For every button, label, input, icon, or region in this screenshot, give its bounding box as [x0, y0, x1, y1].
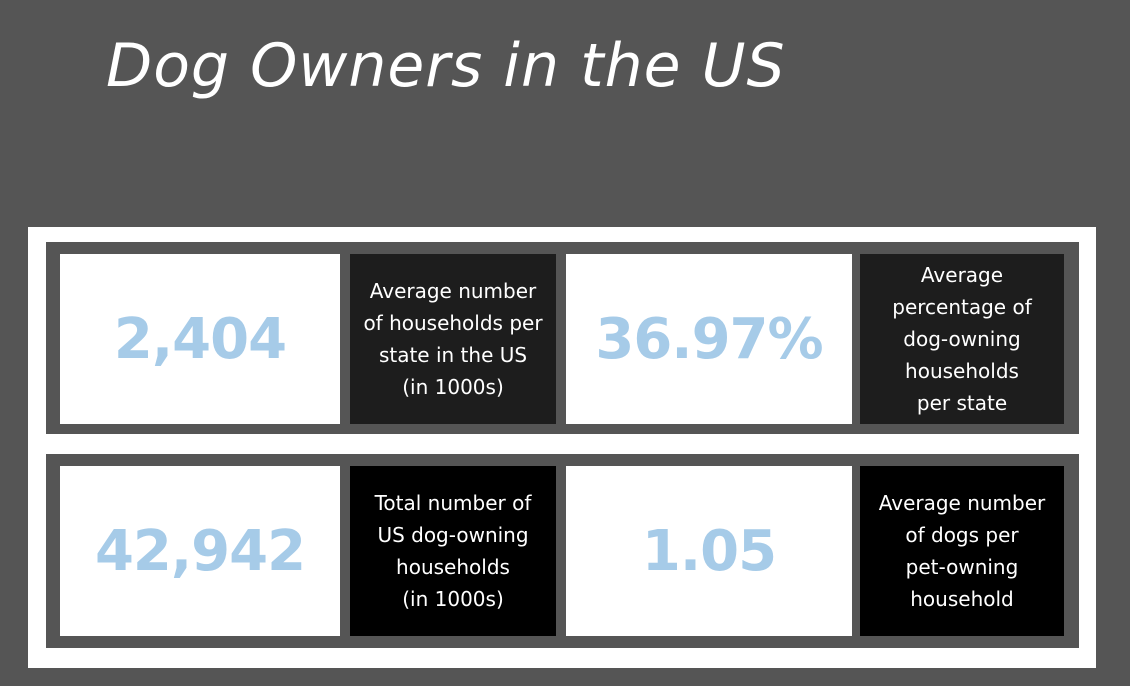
stat-card-dog-owning-percentage: 36.97% — [566, 254, 852, 424]
stat-label-box-total-dog-owning-households: Total number of US dog-owning households… — [350, 466, 556, 636]
stats-frame: 2,404 Average number of households per s… — [28, 227, 1096, 668]
stat-value-households-per-state: 2,404 — [113, 306, 287, 372]
stat-label-total-dog-owning-households: Total number of US dog-owning households… — [374, 491, 532, 611]
stats-row-1: 2,404 Average number of households per s… — [46, 242, 1079, 434]
stat-card-total-dog-owning-households: 42,942 — [60, 466, 340, 636]
stat-label-households-per-state: Average number of households per state i… — [363, 279, 543, 399]
stat-label-box-households-per-state: Average number of households per state i… — [350, 254, 556, 424]
stats-row-2: 42,942 Total number of US dog-owning hou… — [46, 454, 1079, 648]
page-title: Dog Owners in the US — [106, 31, 786, 101]
stat-label-box-dog-owning-percentage: Average percentage of dog-owning househo… — [860, 254, 1064, 424]
stat-card-households-per-state: 2,404 — [60, 254, 340, 424]
stat-value-dog-owning-percentage: 36.97% — [595, 306, 823, 372]
stat-label-dog-owning-percentage: Average percentage of dog-owning househo… — [892, 263, 1032, 415]
stat-value-dogs-per-household: 1.05 — [641, 518, 777, 584]
stat-card-dogs-per-household: 1.05 — [566, 466, 852, 636]
stat-label-box-dogs-per-household: Average number of dogs per pet-owning ho… — [860, 466, 1064, 636]
stat-value-total-dog-owning-households: 42,942 — [94, 518, 306, 584]
stat-label-dogs-per-household: Average number of dogs per pet-owning ho… — [878, 491, 1046, 611]
